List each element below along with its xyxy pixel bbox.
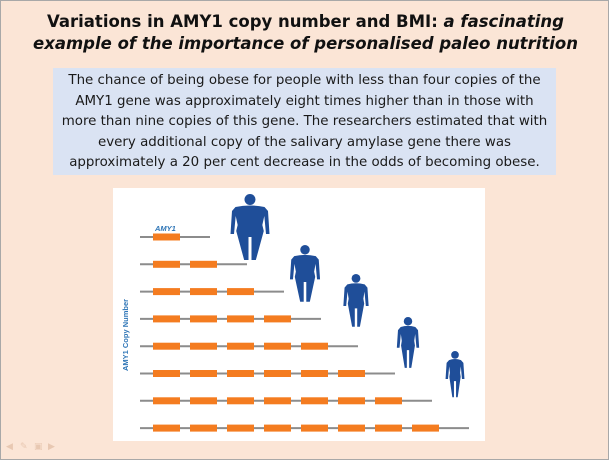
back-arrow-icon[interactable]: ◀ [6,441,13,452]
amy1-gene-label: AMY1 [154,224,176,233]
person-body [343,283,369,327]
slide-menu-icon[interactable]: ▣ [34,441,43,452]
amy1-gene-copy [301,370,328,377]
info-line: more than nine copies of this gene. The … [61,114,548,130]
amy1-gene-copy [190,260,217,268]
amy1-gene-copy [338,397,365,405]
info-text-box: The chance of being obese for people wit… [53,68,556,175]
amy1-gene-copy [153,397,180,405]
amy1-gene-copy [227,370,254,377]
body-figures [230,194,465,398]
amy1-gene-copy [190,342,217,350]
title-line-1: Variations in AMY1 copy number and BMI: … [1,11,609,33]
amy1-gene-copy [338,370,365,377]
person-head [451,351,459,359]
slideshow-nav: ◀ ✎ ▣ ▶ [6,441,57,453]
amy1-gene-copy [153,233,180,241]
amy1-gene-copy [338,424,365,432]
amy1-gene-copy [264,397,291,405]
amy1-gene-copy [153,288,180,296]
gene-row [140,315,321,323]
info-line: AMY1 gene was approximately eight times … [75,93,534,109]
amy1-gene-copy [227,397,254,405]
person-body [445,359,465,398]
gene-row [140,424,469,432]
person-silhouette-icon [445,351,465,398]
person-head [351,274,361,283]
amy1-gene-copy [227,342,254,350]
amy1-gene-copy [375,424,402,432]
amy1-gene-copy [375,397,402,405]
amy1-gene-copy [264,315,291,323]
person-head [403,317,413,326]
amy1-gene-copy [227,315,254,323]
info-line: every additional copy of the salivary am… [97,134,512,150]
amy1-gene-copy [190,315,217,323]
gene-rows [140,233,469,432]
person-silhouette-icon [396,317,420,368]
gene-row [140,397,432,405]
amy1-gene-copy [190,370,217,377]
axis-label: AMY1 Copy Number [121,299,130,371]
amy1-gene-copy [264,342,291,350]
person-body [396,325,420,368]
amy1-gene-copy [264,424,291,432]
person-silhouette-icon [289,245,321,302]
gene-row [140,288,284,296]
amy1-gene-copy [412,424,439,432]
title-part-italic: a fascinating [443,12,564,31]
amy1-gene-copy [227,288,254,296]
person-head [244,194,256,205]
slide-title: Variations in AMY1 copy number and BMI: … [1,11,609,55]
amy1-gene-copy [190,424,217,432]
person-body [289,254,321,302]
amy1-gene-copy [153,424,180,432]
gene-row [140,260,247,268]
amy1-gene-copy [190,288,217,296]
amy1-gene-copy [301,397,328,405]
figure-canvas: AMY1 Copy Number AMY1 [121,194,469,432]
amy1-gene-copy [153,342,180,350]
title-part-plain: Variations in AMY1 copy number and BMI: [47,12,438,31]
title-line-2: example of the importance of personalise… [33,34,578,53]
gene-row [140,342,358,350]
gene-row [140,233,210,241]
amy1-gene-copy [264,370,291,377]
amy1-gene-copy [190,397,217,405]
forward-arrow-icon[interactable]: ▶ [48,441,55,452]
person-head [300,245,310,255]
amy1-gene-copy [153,370,180,377]
amy1-copy-number-figure: AMY1 Copy Number AMY1 [113,188,485,441]
gene-row [140,370,395,377]
amy1-gene-copy [301,424,328,432]
person-body [230,205,270,260]
person-silhouette-icon [343,274,369,327]
amy1-gene-copy [227,424,254,432]
pen-icon[interactable]: ✎ [20,441,28,452]
amy1-gene-copy [153,260,180,268]
info-line: The chance of being obese for people wit… [68,73,541,88]
amy1-gene-copy [153,315,180,323]
amy1-gene-copy [301,342,328,350]
info-line: approximately a 20 per cent decrease in … [69,155,540,171]
person-silhouette-icon [230,194,270,260]
